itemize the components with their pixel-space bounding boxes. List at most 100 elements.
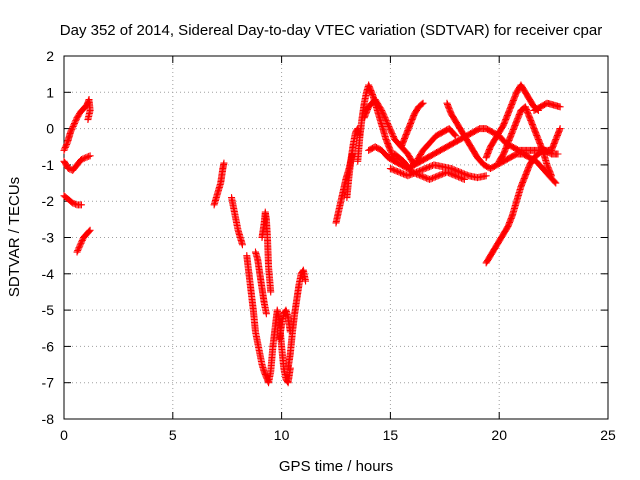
data-point-marker	[424, 163, 432, 171]
data-point-marker	[482, 172, 490, 180]
y-tick-label: -5	[42, 302, 55, 318]
data-point-marker	[68, 124, 76, 132]
data-point-marker	[74, 247, 82, 255]
marks-layer	[60, 81, 564, 387]
data-point-marker	[394, 168, 402, 176]
data-point-marker	[68, 125, 76, 133]
data-point-marker	[418, 172, 426, 180]
data-point-marker	[387, 127, 395, 135]
x-tick-label: 15	[383, 427, 399, 443]
data-point-marker	[449, 171, 457, 179]
data-point-marker	[385, 122, 393, 130]
tick-layer: 0 5 10 15 20 25 -8 -7 -6 -5 -4 -3 -2 -1 0 1 2	[42, 48, 616, 443]
data-point-marker	[70, 120, 78, 128]
data-point-marker	[70, 200, 78, 208]
data-point-marker	[421, 174, 429, 182]
data-point-marker	[423, 164, 431, 172]
y-axis-label: SDTVAR / TECUs	[6, 177, 23, 297]
series-arc-24	[530, 99, 564, 114]
data-point-marker	[446, 169, 454, 177]
data-point-marker	[383, 118, 391, 126]
data-point-marker	[78, 236, 86, 244]
series-arc-9	[258, 208, 275, 296]
data-point-marker	[220, 159, 228, 167]
data-point-marker	[85, 152, 93, 160]
data-point-marker	[556, 103, 564, 111]
data-point-marker	[389, 131, 397, 139]
data-point-marker	[382, 115, 390, 123]
series-arc-1	[60, 96, 94, 154]
data-point-marker	[77, 201, 85, 209]
data-point-marker	[408, 168, 416, 176]
data-point-marker	[389, 133, 397, 141]
data-point-marker	[418, 166, 426, 174]
data-point-marker	[552, 179, 560, 187]
data-point-marker	[450, 171, 458, 179]
data-point-marker	[421, 165, 429, 173]
data-point-marker	[71, 118, 79, 126]
data-point-marker	[457, 174, 465, 182]
x-tick-label: 20	[491, 427, 507, 443]
data-point-marker	[267, 288, 275, 296]
data-point-marker	[411, 169, 419, 177]
data-point-marker	[384, 121, 392, 129]
y-tick-label: 2	[46, 48, 54, 64]
data-point-marker	[428, 174, 436, 182]
data-point-marker	[387, 128, 395, 136]
data-point-marker	[415, 171, 423, 179]
data-point-marker	[386, 165, 394, 173]
data-point-marker	[378, 108, 386, 116]
data-point-marker	[86, 226, 94, 234]
data-point-marker	[379, 109, 387, 117]
data-point-marker	[75, 244, 83, 252]
data-point-marker	[77, 239, 85, 247]
series-arc-15	[354, 81, 399, 165]
data-point-marker	[76, 242, 84, 250]
data-point-marker	[427, 162, 435, 170]
y-tick-label: 1	[46, 84, 54, 100]
series-arc-5	[210, 159, 228, 209]
data-point-marker	[80, 154, 88, 162]
data-point-marker	[380, 112, 388, 120]
y-tick-label: -7	[42, 375, 55, 391]
x-axis-label: GPS time / hours	[279, 458, 393, 475]
data-point-marker	[77, 155, 85, 163]
data-point-marker	[444, 169, 452, 177]
data-point-marker	[72, 200, 80, 208]
series-arc-4	[73, 226, 94, 256]
data-point-marker	[380, 111, 388, 119]
data-point-marker	[460, 175, 468, 183]
data-point-marker	[84, 116, 92, 124]
data-point-marker	[427, 175, 435, 183]
data-point-marker	[262, 310, 270, 318]
data-point-marker	[392, 167, 400, 175]
x-tick-label: 5	[169, 427, 177, 443]
data-point-marker	[69, 122, 77, 130]
data-point-marker	[72, 117, 80, 125]
data-point-marker	[410, 169, 418, 177]
y-tick-label: -1	[42, 157, 55, 173]
x-tick-label: 0	[60, 427, 68, 443]
data-point-marker	[426, 163, 434, 171]
series-arc-16	[360, 96, 418, 169]
data-point-marker	[547, 172, 555, 180]
chart-title: Day 352 of 2014, Sidereal Day-to-day VTE…	[60, 22, 602, 39]
data-point-marker	[69, 199, 77, 207]
data-point-marker	[391, 166, 399, 174]
series-arc-19	[391, 150, 468, 183]
data-point-marker	[395, 168, 403, 176]
data-point-marker	[417, 172, 425, 180]
data-point-marker	[398, 169, 406, 177]
data-point-marker	[463, 171, 471, 179]
data-point-marker	[431, 173, 439, 181]
data-point-marker	[420, 165, 428, 173]
data-point-marker	[437, 171, 445, 179]
data-point-marker	[86, 152, 94, 160]
series-arc-3	[60, 192, 85, 209]
data-point-marker	[452, 132, 460, 140]
grid-layer	[64, 56, 608, 419]
series-arc-12	[275, 306, 294, 343]
y-tick-label: -6	[42, 338, 55, 354]
data-point-marker	[61, 145, 69, 153]
